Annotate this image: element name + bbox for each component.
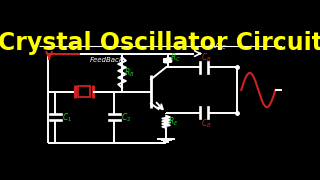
Text: $C_B$: $C_B$ bbox=[201, 52, 212, 64]
Text: Crystal Oscillator Circuit: Crystal Oscillator Circuit bbox=[0, 31, 320, 55]
Text: $R_B$: $R_B$ bbox=[124, 66, 135, 79]
Text: $+V_{CC}$: $+V_{CC}$ bbox=[207, 42, 227, 52]
Bar bbox=[78, 86, 90, 97]
Text: $C_B$: $C_B$ bbox=[201, 117, 212, 130]
Text: FeedBack: FeedBack bbox=[90, 57, 124, 63]
Text: $R_C$: $R_C$ bbox=[170, 51, 181, 64]
Text: $C_2$: $C_2$ bbox=[121, 111, 132, 124]
Text: $C_1$: $C_1$ bbox=[62, 111, 72, 124]
Text: $R_E$: $R_E$ bbox=[168, 116, 179, 128]
